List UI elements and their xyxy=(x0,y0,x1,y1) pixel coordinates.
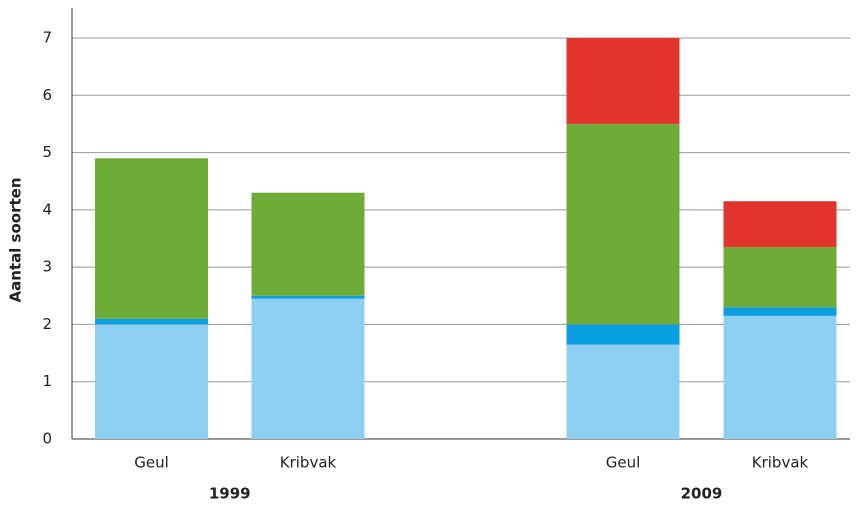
bar-segment xyxy=(95,324,208,439)
bar-segment xyxy=(566,324,680,345)
bar-segment xyxy=(251,192,365,296)
x-tick-label: Kribvak xyxy=(280,454,337,472)
bar-segment xyxy=(566,38,680,124)
y-tick-label: 6 xyxy=(42,86,52,104)
bar-segment xyxy=(723,315,837,439)
bar-segment xyxy=(723,307,837,316)
y-tick-label: 1 xyxy=(42,372,52,390)
bar-segment xyxy=(251,295,365,299)
bar-segment xyxy=(95,158,208,319)
y-tick-label: 0 xyxy=(42,430,52,448)
bar-segment xyxy=(723,247,837,308)
group-label: 2009 xyxy=(681,485,723,503)
x-tick-label: Geul xyxy=(134,454,169,472)
x-tick-label: Kribvak xyxy=(752,454,809,472)
y-tick-label: 5 xyxy=(42,143,52,161)
y-tick-label: 2 xyxy=(42,315,52,333)
y-axis-title: Aantal soorten xyxy=(7,177,25,302)
bar-segment xyxy=(95,318,208,325)
bar-segment xyxy=(723,201,837,248)
bar-segment xyxy=(251,298,365,439)
y-tick-label: 4 xyxy=(42,200,52,218)
group-label: 1999 xyxy=(209,485,251,503)
bar-segment xyxy=(566,344,680,439)
x-tick-label: Geul xyxy=(606,454,641,472)
y-tick-label: 3 xyxy=(42,258,52,276)
y-tick-label: 7 xyxy=(42,29,52,47)
bar-segment xyxy=(566,123,680,325)
